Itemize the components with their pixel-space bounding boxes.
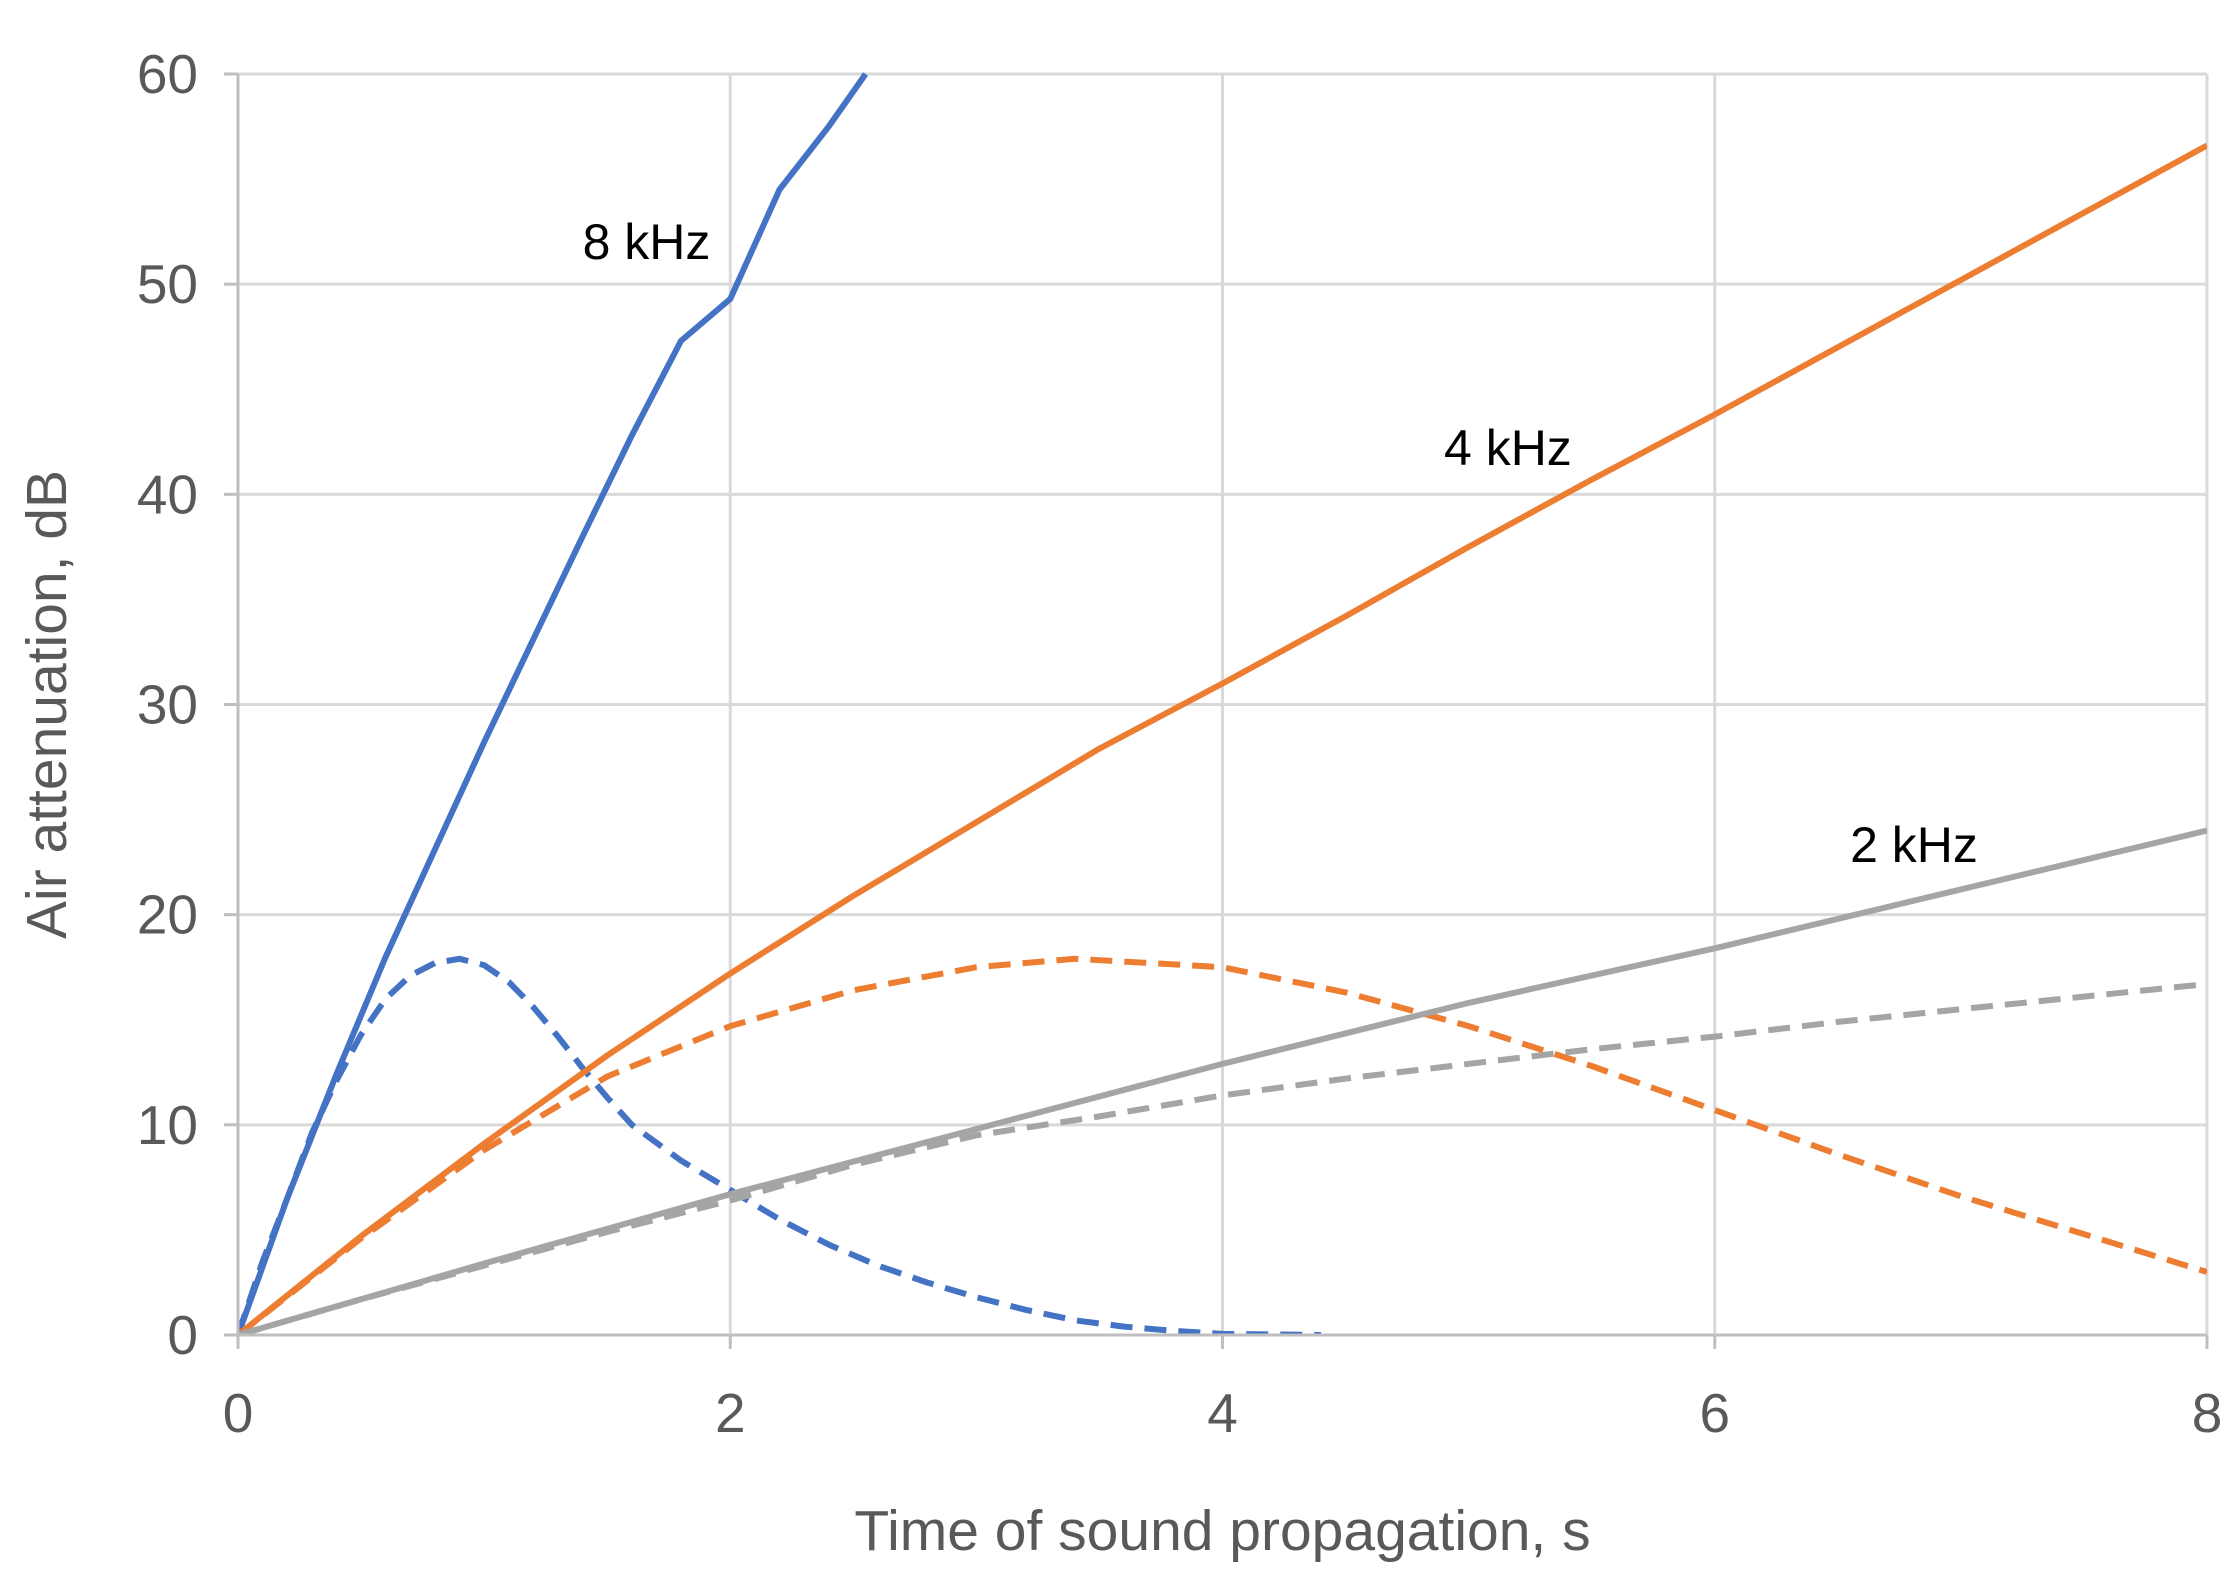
series-line-8-khz-dashed <box>238 955 1322 1335</box>
tick-labels: 0 10 20 30 40 50 60 0 2 4 6 8 <box>137 43 2222 1444</box>
y-axis-title: Air attenuation, dB <box>15 470 79 939</box>
x-axis-title: Time of sound propagation, s <box>854 1499 1590 1563</box>
y-tick-label: 40 <box>137 463 198 525</box>
y-tick-label: 60 <box>137 43 198 105</box>
series-label: 2 kHz <box>1850 817 1978 873</box>
x-tick-label: 8 <box>2192 1382 2223 1444</box>
x-tick-label: 4 <box>1207 1382 1238 1444</box>
y-tick-label: 0 <box>167 1304 198 1366</box>
y-tick-label: 20 <box>137 884 198 946</box>
series-line-2-khz-dashed <box>238 981 2207 1335</box>
series-line-4-khz-dashed <box>238 955 2207 1335</box>
y-tick-label: 50 <box>137 253 198 315</box>
series-label: 4 kHz <box>1444 420 1572 476</box>
axes <box>224 72 2209 1349</box>
grid <box>238 72 2209 1335</box>
x-tick-label: 0 <box>223 1382 254 1444</box>
series-line-4-khz-solid <box>238 142 2207 1335</box>
y-tick-label: 30 <box>137 674 198 736</box>
series-line-8-khz-solid <box>238 72 869 1335</box>
series-lines <box>238 72 2207 1335</box>
y-tick-label: 10 <box>137 1094 198 1156</box>
series-label: 8 kHz <box>583 214 711 270</box>
x-tick-label: 6 <box>1699 1382 1730 1444</box>
x-tick-label: 2 <box>715 1382 746 1444</box>
series-labels: 8 kHz 4 kHz 2 kHz <box>583 214 1978 873</box>
